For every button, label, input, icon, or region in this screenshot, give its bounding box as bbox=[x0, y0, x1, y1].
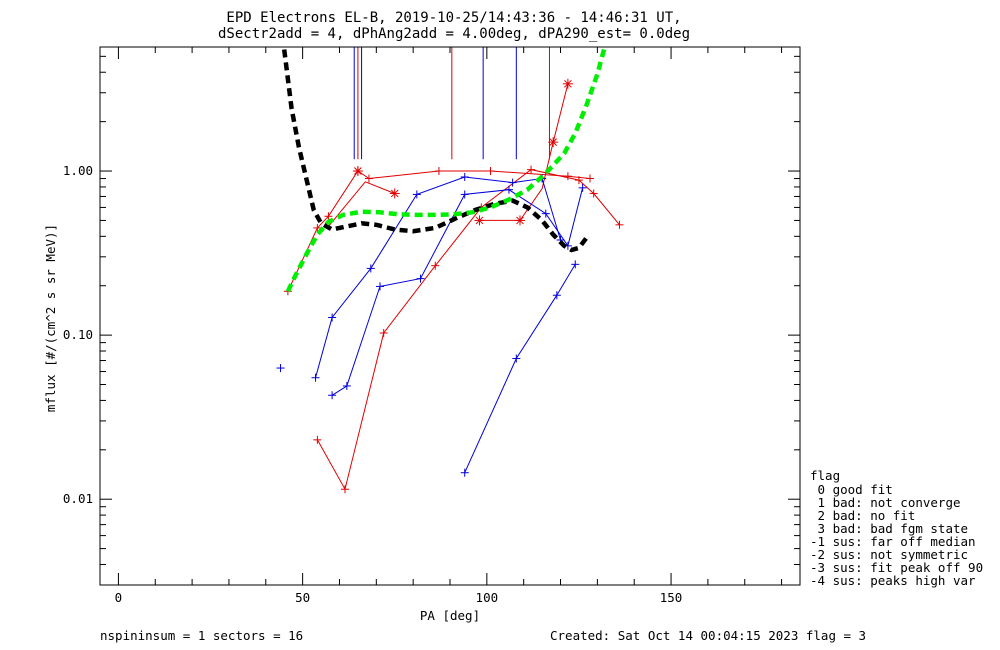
data-point bbox=[366, 264, 375, 273]
data-series-line bbox=[287, 170, 591, 292]
chart-subtitle: dSectr2add = 4, dPhAng2add = 4.00deg, dP… bbox=[218, 26, 690, 42]
data-point bbox=[527, 165, 536, 174]
data-series-line bbox=[464, 264, 576, 473]
data-point bbox=[574, 176, 583, 185]
data-point bbox=[578, 183, 587, 192]
chart-title: EPD Electrons EL-B, 2019-10-25/14:43:36 … bbox=[226, 10, 681, 26]
flag-legend-item: 2 bad: no fit bbox=[810, 508, 915, 523]
data-point bbox=[313, 223, 322, 232]
data-point bbox=[460, 190, 469, 199]
asterisk-stroke bbox=[549, 138, 558, 146]
data-point-asterisk bbox=[352, 166, 363, 177]
data-point bbox=[328, 391, 337, 400]
data-point-asterisk bbox=[389, 188, 400, 199]
axes: 0 50 100 150 0.01 0.10 1.00 bbox=[63, 46, 801, 605]
data-point bbox=[412, 190, 421, 199]
data-point-asterisk bbox=[548, 137, 559, 148]
flag-legend-title: flag bbox=[810, 468, 840, 483]
data-point bbox=[541, 209, 550, 218]
data-point bbox=[341, 485, 349, 494]
data-point bbox=[589, 189, 598, 198]
model-fit-curve bbox=[285, 47, 607, 293]
data-point bbox=[379, 329, 388, 338]
data-point-asterisk bbox=[515, 215, 525, 226]
y-axis-label: mflux [#/(cm^2 s sr MeV)] bbox=[43, 224, 58, 412]
data-point-asterisk bbox=[474, 215, 485, 226]
plot-content bbox=[276, 47, 624, 494]
asterisk-stroke bbox=[390, 189, 399, 198]
data-point bbox=[512, 354, 521, 363]
flag-legend-item: -2 sus: not symmetric bbox=[810, 547, 968, 562]
x-tick-label: 50 bbox=[295, 590, 310, 605]
y-tick-label: 0.01 bbox=[63, 491, 93, 506]
data-point bbox=[276, 364, 285, 373]
flag-legend-item: -1 sus: far off median bbox=[810, 534, 976, 549]
data-point bbox=[364, 174, 373, 183]
flag-legend-item: 1 bad: not converge bbox=[810, 495, 961, 510]
data-point bbox=[434, 167, 443, 176]
data-point bbox=[586, 174, 594, 183]
data-series-line bbox=[328, 181, 395, 227]
data-point bbox=[328, 313, 337, 322]
data-point bbox=[508, 178, 517, 187]
footer-left: nspininsum = 1 sectors = 16 bbox=[100, 628, 303, 643]
asterisk-stroke bbox=[564, 79, 572, 88]
data-point bbox=[431, 261, 440, 270]
flag-legend-item: -3 sus: fit peak off 90 bbox=[810, 560, 983, 575]
asterisk-stroke bbox=[354, 167, 362, 175]
x-tick-label: 0 bbox=[115, 590, 123, 605]
data-series-line bbox=[316, 169, 620, 491]
y-tick-label: 0.10 bbox=[63, 327, 93, 342]
data-point bbox=[486, 167, 495, 176]
flag-legend-item: 3 bad: bad fgm state bbox=[810, 521, 968, 536]
data-point bbox=[615, 220, 624, 229]
x-tick-label: 100 bbox=[476, 590, 499, 605]
flag-legend: flag 0 good fit 1 bad: not converge 2 ba… bbox=[810, 468, 983, 588]
x-tick-label: 150 bbox=[660, 590, 683, 605]
data-point bbox=[376, 282, 384, 291]
data-point bbox=[563, 172, 572, 181]
data-point bbox=[460, 468, 469, 477]
footer-right: Created: Sat Oct 14 00:04:15 2023 flag =… bbox=[550, 628, 866, 643]
data-point bbox=[552, 291, 561, 300]
flag-legend-item: 0 good fit bbox=[810, 482, 893, 497]
asterisk-stroke bbox=[516, 216, 524, 225]
data-point bbox=[313, 435, 322, 444]
data-point bbox=[460, 172, 469, 181]
asterisk-stroke bbox=[475, 216, 484, 225]
data-point bbox=[571, 260, 580, 269]
data-point bbox=[324, 212, 333, 221]
data-point bbox=[416, 274, 425, 283]
x-axis-label: PA [deg] bbox=[420, 608, 480, 623]
plot-frame bbox=[99, 46, 801, 586]
y-tick-label: 1.00 bbox=[63, 163, 93, 178]
model-fit-curve bbox=[281, 49, 589, 253]
data-series-line bbox=[479, 83, 569, 221]
data-point bbox=[311, 373, 320, 382]
data-point-asterisk bbox=[562, 78, 573, 89]
data-point bbox=[504, 185, 513, 194]
data-point bbox=[342, 381, 351, 390]
flag-legend-item: -4 sus: peaks high var bbox=[810, 573, 976, 588]
